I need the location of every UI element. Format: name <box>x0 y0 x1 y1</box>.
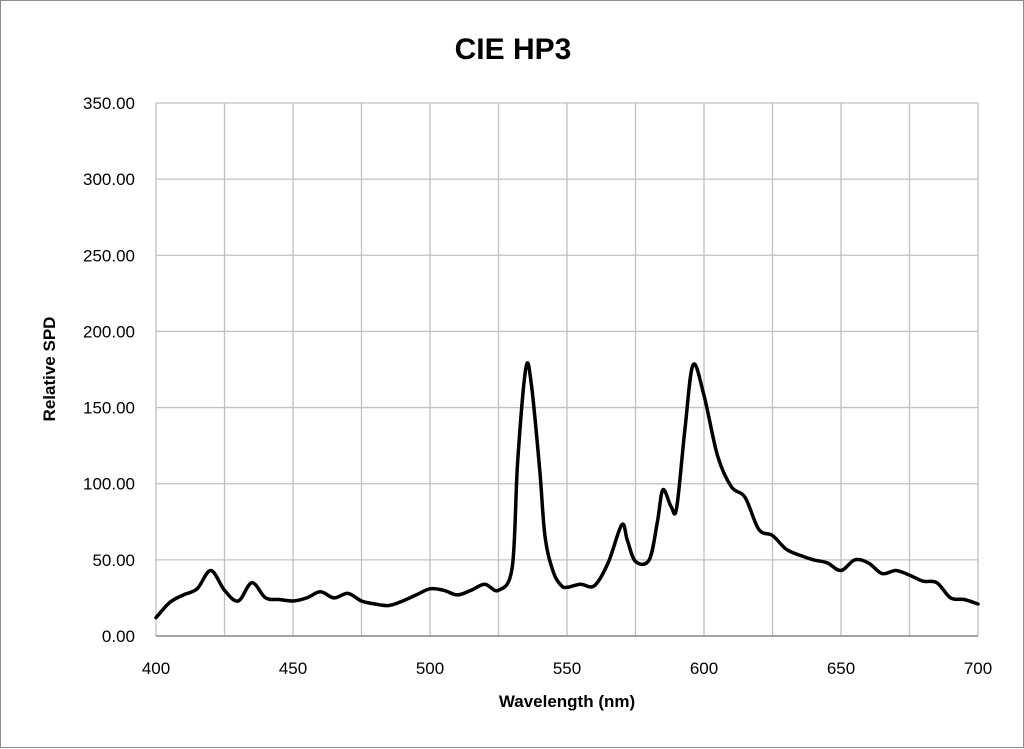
x-tick-labels: 400 450 500 550 600 650 700 <box>142 659 992 678</box>
x-axis-title: Wavelength (nm) <box>499 692 635 711</box>
y-tick-label: 300.00 <box>83 170 135 189</box>
y-tick-label: 250.00 <box>83 246 135 265</box>
x-tick-label: 550 <box>553 659 581 678</box>
y-tick-label: 150.00 <box>83 399 135 418</box>
y-tick-labels: 0.00 50.00 100.00 150.00 200.00 250.00 300.00 3… <box>83 94 135 646</box>
y-tick-label: 50.00 <box>92 551 135 570</box>
x-tick-label: 450 <box>279 659 307 678</box>
x-tick-label: 650 <box>827 659 855 678</box>
spd-series-line <box>154 361 980 620</box>
y-tick-label: 350.00 <box>83 94 135 113</box>
gridlines <box>155 102 979 637</box>
x-tick-label: 500 <box>416 659 444 678</box>
y-axis-title: Relative SPD <box>40 317 59 422</box>
x-tick-label: 600 <box>690 659 718 678</box>
y-tick-label: 100.00 <box>83 475 135 494</box>
chart-title: CIE HP3 <box>455 33 572 66</box>
x-tick-label: 700 <box>964 659 992 678</box>
y-tick-label: 200.00 <box>83 322 135 341</box>
y-tick-label: 0.00 <box>102 627 135 646</box>
x-tick-label: 400 <box>142 659 170 678</box>
